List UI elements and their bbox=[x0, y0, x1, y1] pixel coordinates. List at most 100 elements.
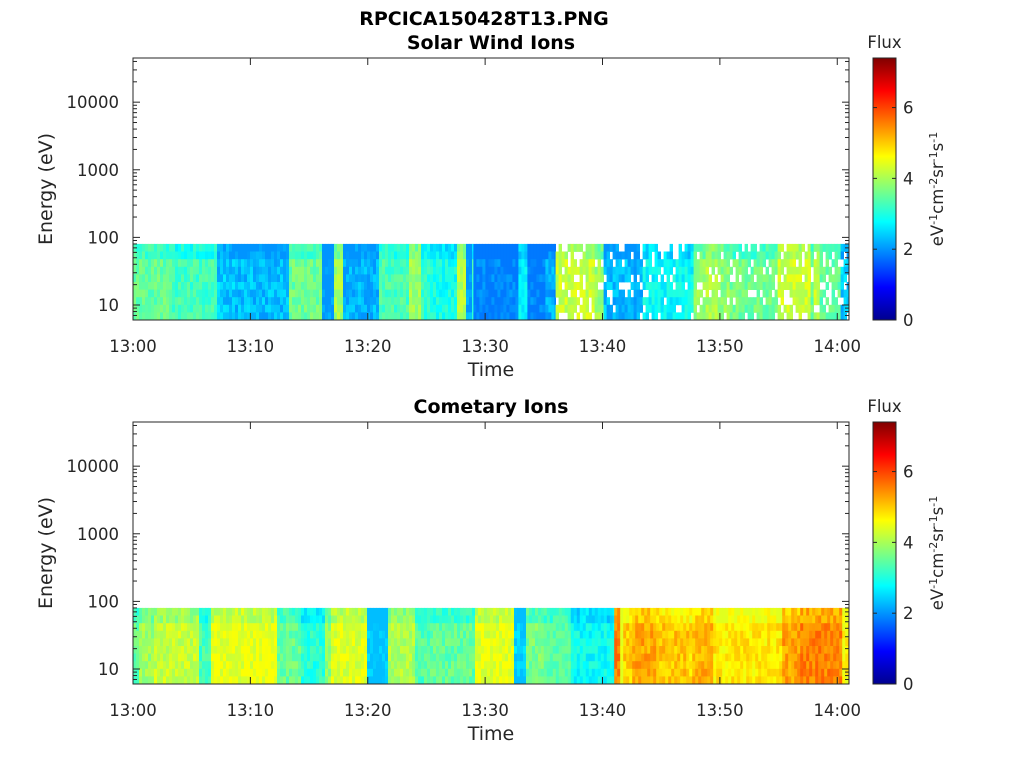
heatmap-cell bbox=[671, 630, 675, 639]
heatmap-cell bbox=[205, 676, 209, 685]
heatmap-cell bbox=[520, 661, 524, 670]
heatmap-cell bbox=[520, 646, 524, 654]
heatmap-cell bbox=[178, 607, 182, 616]
heatmap-cell bbox=[485, 251, 489, 260]
heatmap-cell bbox=[256, 312, 260, 321]
heatmap-cell bbox=[220, 653, 224, 662]
heatmap-cell bbox=[529, 615, 533, 624]
heatmap-cell bbox=[361, 289, 365, 298]
heatmap-cell bbox=[148, 251, 152, 260]
heatmap-cell bbox=[259, 243, 263, 252]
heatmap-cell bbox=[792, 289, 796, 298]
heatmap-cell bbox=[666, 289, 670, 298]
heatmap-cell bbox=[750, 282, 754, 290]
heatmap-cell bbox=[271, 304, 275, 313]
heatmap-cell bbox=[791, 638, 795, 647]
heatmap-cell bbox=[576, 676, 581, 685]
heatmap-cell bbox=[833, 615, 837, 624]
heatmap-cell bbox=[576, 312, 580, 321]
heatmap-cell bbox=[815, 630, 819, 639]
heatmap-cell bbox=[819, 289, 823, 298]
heatmap-cell bbox=[696, 266, 700, 275]
heatmap-cell bbox=[797, 630, 801, 639]
heatmap-cell bbox=[301, 266, 305, 275]
heatmap-cell bbox=[403, 668, 407, 677]
heatmap-cell bbox=[358, 638, 362, 647]
heatmap-cell bbox=[576, 623, 581, 632]
heatmap-cell bbox=[644, 646, 648, 654]
heatmap-cell bbox=[139, 668, 143, 677]
heatmap-cell bbox=[367, 615, 371, 624]
heatmap-cell bbox=[388, 646, 392, 654]
heatmap-cell bbox=[499, 623, 503, 632]
heatmap-cell bbox=[205, 282, 209, 290]
heatmap-cell bbox=[253, 668, 257, 677]
heatmap-cell bbox=[373, 661, 377, 670]
heatmap-cell bbox=[594, 623, 599, 632]
heatmap-cell bbox=[773, 668, 777, 677]
heatmap-cell bbox=[582, 668, 587, 677]
heatmap-cell bbox=[585, 623, 590, 632]
heatmap-cell bbox=[460, 638, 464, 647]
heatmap-cell bbox=[292, 243, 296, 252]
heatmap-cell bbox=[843, 266, 847, 275]
heatmap-cell bbox=[187, 676, 191, 685]
heatmap-cell bbox=[274, 312, 278, 321]
heatmap-cell bbox=[755, 661, 759, 670]
heatmap-cell bbox=[689, 676, 693, 685]
heatmap-cell bbox=[499, 676, 503, 685]
heatmap-cell bbox=[490, 668, 494, 677]
heatmap-cell bbox=[506, 312, 510, 321]
heatmap-cell bbox=[310, 297, 314, 306]
heatmap-cell bbox=[172, 304, 176, 313]
heatmap-cell bbox=[594, 607, 599, 616]
heatmap-cell bbox=[199, 615, 203, 624]
heatmap-cell bbox=[202, 676, 206, 685]
heatmap-cell bbox=[361, 304, 365, 313]
heatmap-cell bbox=[503, 289, 507, 298]
heatmap-cell bbox=[585, 274, 589, 283]
heatmap-cell bbox=[448, 623, 452, 632]
heatmap-cell bbox=[268, 646, 272, 654]
heatmap-cell bbox=[160, 623, 164, 632]
heatmap-cell bbox=[755, 646, 759, 654]
heatmap-cell bbox=[139, 630, 143, 639]
heatmap-cell bbox=[830, 661, 834, 670]
heatmap-cell bbox=[241, 668, 245, 677]
heatmap-cell bbox=[208, 304, 212, 313]
heatmap-cell bbox=[238, 638, 242, 647]
heatmap-cell bbox=[370, 607, 374, 616]
heatmap-cell bbox=[597, 297, 601, 306]
heatmap-cell bbox=[484, 653, 488, 662]
colorbar-gradient bbox=[872, 421, 897, 685]
heatmap-cell bbox=[307, 676, 311, 685]
heatmap-cell bbox=[235, 630, 239, 639]
heatmap-cell bbox=[352, 653, 356, 662]
heatmap-cell bbox=[475, 676, 479, 685]
heatmap-cell bbox=[776, 630, 780, 639]
heatmap-cell bbox=[792, 243, 796, 252]
heatmap-cell bbox=[484, 607, 488, 616]
heatmap-cell bbox=[340, 312, 344, 321]
heatmap-cell bbox=[512, 251, 516, 260]
heatmap-cell bbox=[594, 615, 599, 624]
heatmap-cell bbox=[597, 251, 601, 260]
heatmap-cell bbox=[612, 607, 615, 616]
heatmap-cell bbox=[717, 259, 721, 268]
heatmap-cell bbox=[256, 623, 260, 632]
heatmap-cell bbox=[524, 304, 528, 313]
heatmap-cell bbox=[313, 251, 317, 260]
heatmap-cell bbox=[187, 243, 191, 252]
heatmap-cell bbox=[223, 630, 227, 639]
heatmap-cell bbox=[181, 638, 185, 647]
heatmap-cell bbox=[196, 653, 200, 662]
heatmap-cell bbox=[337, 607, 341, 616]
heatmap-cell bbox=[190, 653, 194, 662]
heatmap-cell bbox=[750, 274, 754, 283]
heatmap-cell bbox=[499, 653, 503, 662]
heatmap-cell bbox=[478, 623, 482, 632]
heatmap-cell bbox=[764, 668, 768, 677]
heatmap-cell bbox=[623, 607, 627, 616]
heatmap-cell bbox=[573, 668, 578, 677]
heatmap-cell bbox=[678, 274, 682, 283]
